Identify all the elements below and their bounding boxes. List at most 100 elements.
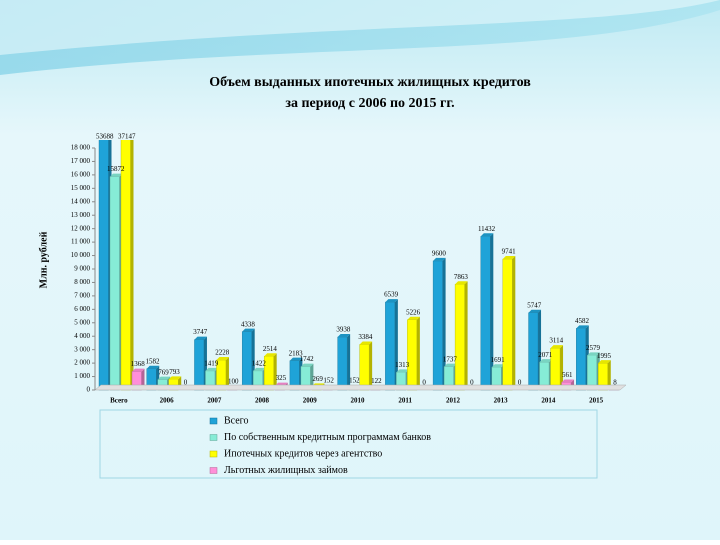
- y-tick-label: 10 000: [71, 251, 91, 259]
- x-tick-label: 2010: [351, 397, 366, 405]
- y-tick-label: 2 000: [74, 359, 90, 367]
- value-label: 325: [276, 374, 287, 382]
- bar: [481, 236, 491, 390]
- x-tick-label: 2012: [446, 397, 461, 405]
- bar-side: [274, 353, 277, 390]
- value-label: 1368: [131, 360, 146, 368]
- value-label: 9600: [432, 250, 447, 258]
- value-label: 0: [184, 379, 188, 387]
- value-label: 2579: [586, 344, 601, 352]
- y-tick-label: 11 000: [71, 238, 90, 246]
- legend-swatch: [210, 435, 217, 441]
- bar: [338, 337, 348, 390]
- value-label: 3384: [358, 333, 373, 341]
- chart-title: Объем выданных ипотечных жилищных кредит…: [209, 75, 531, 90]
- value-label: 2071: [538, 351, 553, 359]
- value-label: 122: [371, 377, 382, 385]
- y-tick-label: 7 000: [74, 291, 90, 299]
- bar: [194, 340, 204, 390]
- value-label: 1737: [443, 355, 458, 363]
- y-tick-label: 17 000: [71, 157, 91, 165]
- y-axis-label: Млн. рублей: [38, 231, 49, 288]
- value-label: 100: [228, 377, 239, 385]
- legend-label: По собственным кредитным программам банк…: [224, 432, 431, 443]
- y-tick-label: 15 000: [71, 184, 91, 192]
- legend-swatch: [210, 451, 217, 457]
- y-tick-label: 6 000: [74, 305, 90, 313]
- x-tick-label: 2009: [303, 397, 318, 405]
- bar: [385, 302, 395, 390]
- bar: [503, 259, 513, 390]
- value-label: 9741: [502, 248, 517, 256]
- value-label: 1995: [597, 352, 612, 360]
- y-tick-label: 14 000: [71, 197, 91, 205]
- legend-swatch: [210, 468, 217, 474]
- y-tick-label: 9 000: [74, 265, 90, 273]
- x-tick-label: 2015: [589, 397, 604, 405]
- legend-swatch: [210, 418, 217, 424]
- floor: [95, 385, 626, 390]
- y-tick-label: 12 000: [71, 224, 91, 232]
- value-label: 3747: [193, 328, 208, 336]
- y-tick-label: 13 000: [71, 211, 91, 219]
- y-tick-label: 5 000: [74, 318, 90, 326]
- value-label: 1422: [252, 359, 267, 367]
- value-label: 4582: [575, 317, 590, 325]
- bar: [576, 328, 586, 390]
- bar: [242, 332, 252, 390]
- value-label: 53688: [96, 133, 114, 141]
- value-label: 15872: [107, 165, 125, 173]
- x-tick-label: 2013: [494, 397, 509, 405]
- value-label: 3114: [549, 337, 563, 345]
- bar: [433, 261, 443, 390]
- bar-side: [417, 317, 420, 390]
- legend-label: Ипотечных кредитов через агентство: [224, 448, 382, 459]
- legend-label: Всего: [224, 415, 249, 426]
- bar: [110, 177, 120, 390]
- y-tick-label: 4 000: [74, 332, 90, 340]
- value-label: 4338: [241, 320, 256, 328]
- value-label: 0: [518, 379, 522, 387]
- x-tick-label: Всего: [110, 397, 128, 405]
- y-tick-label: 3 000: [74, 345, 90, 353]
- value-label: 269: [312, 375, 323, 383]
- value-label: 2514: [263, 345, 278, 353]
- value-label: 1742: [300, 355, 315, 363]
- value-label: 1419: [204, 360, 219, 368]
- value-label: 1691: [491, 356, 506, 364]
- y-tick-label: 16 000: [71, 170, 91, 178]
- value-label: 5747: [527, 301, 542, 309]
- value-label: 769: [158, 368, 169, 376]
- value-label: 2228: [215, 349, 230, 357]
- value-label: 1313: [395, 361, 410, 369]
- value-label: 3938: [336, 326, 351, 334]
- bar: [407, 320, 417, 390]
- y-tick-label: 0: [87, 386, 91, 394]
- x-tick-label: 2008: [255, 397, 270, 405]
- x-tick-label: 2014: [541, 397, 556, 405]
- x-tick-label: 2006: [160, 397, 175, 405]
- value-label: 793: [169, 368, 180, 376]
- x-tick-label: 2007: [207, 397, 222, 405]
- value-label: 37147: [118, 133, 136, 141]
- bar: [529, 313, 539, 390]
- bar: [455, 284, 465, 390]
- value-label: 0: [422, 379, 426, 387]
- value-label: 5226: [406, 308, 421, 316]
- value-label: 1582: [145, 357, 160, 365]
- y-tick-label: 18 000: [71, 144, 91, 152]
- y-tick-label: 8 000: [74, 278, 90, 286]
- legend-label: Льготных жилищных займов: [224, 465, 348, 476]
- value-label: 8: [613, 379, 617, 387]
- value-label: 152: [323, 377, 334, 385]
- value-label: 561: [562, 371, 573, 379]
- bar: [360, 345, 370, 390]
- y-tick-label: 1 000: [74, 372, 90, 380]
- x-tick-label: 2011: [398, 397, 412, 405]
- value-label: 6539: [384, 291, 399, 299]
- value-label: 152: [349, 377, 360, 385]
- bar-side: [465, 281, 468, 390]
- value-label: 11432: [478, 225, 496, 233]
- bar-side: [512, 256, 515, 390]
